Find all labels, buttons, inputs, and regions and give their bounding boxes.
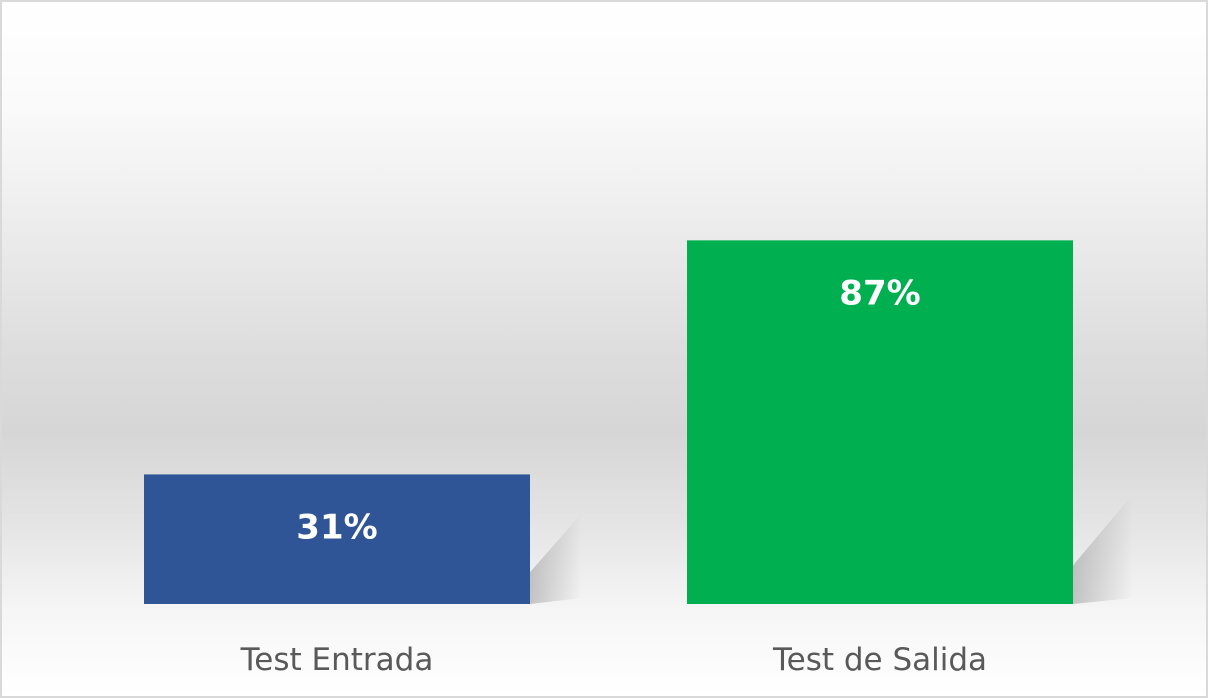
category-label-test-de-salida: Test de Salida	[772, 642, 987, 678]
bars	[144, 240, 1073, 604]
data-label-test-entrada: 31%	[296, 507, 377, 547]
data-labels: 31% 87%	[296, 273, 920, 547]
bar-shadows	[530, 494, 1133, 604]
data-label-test-de-salida: 87%	[839, 273, 920, 313]
bar-shadow-test-de-salida	[1073, 494, 1133, 604]
category-label-test-entrada: Test Entrada	[240, 642, 434, 678]
category-labels: Test Entrada Test de Salida	[240, 642, 987, 678]
bar-test-de-salida[interactable]	[687, 240, 1073, 604]
bar-test-entrada[interactable]	[144, 474, 530, 604]
bar-shadow-test-entrada	[530, 513, 582, 604]
